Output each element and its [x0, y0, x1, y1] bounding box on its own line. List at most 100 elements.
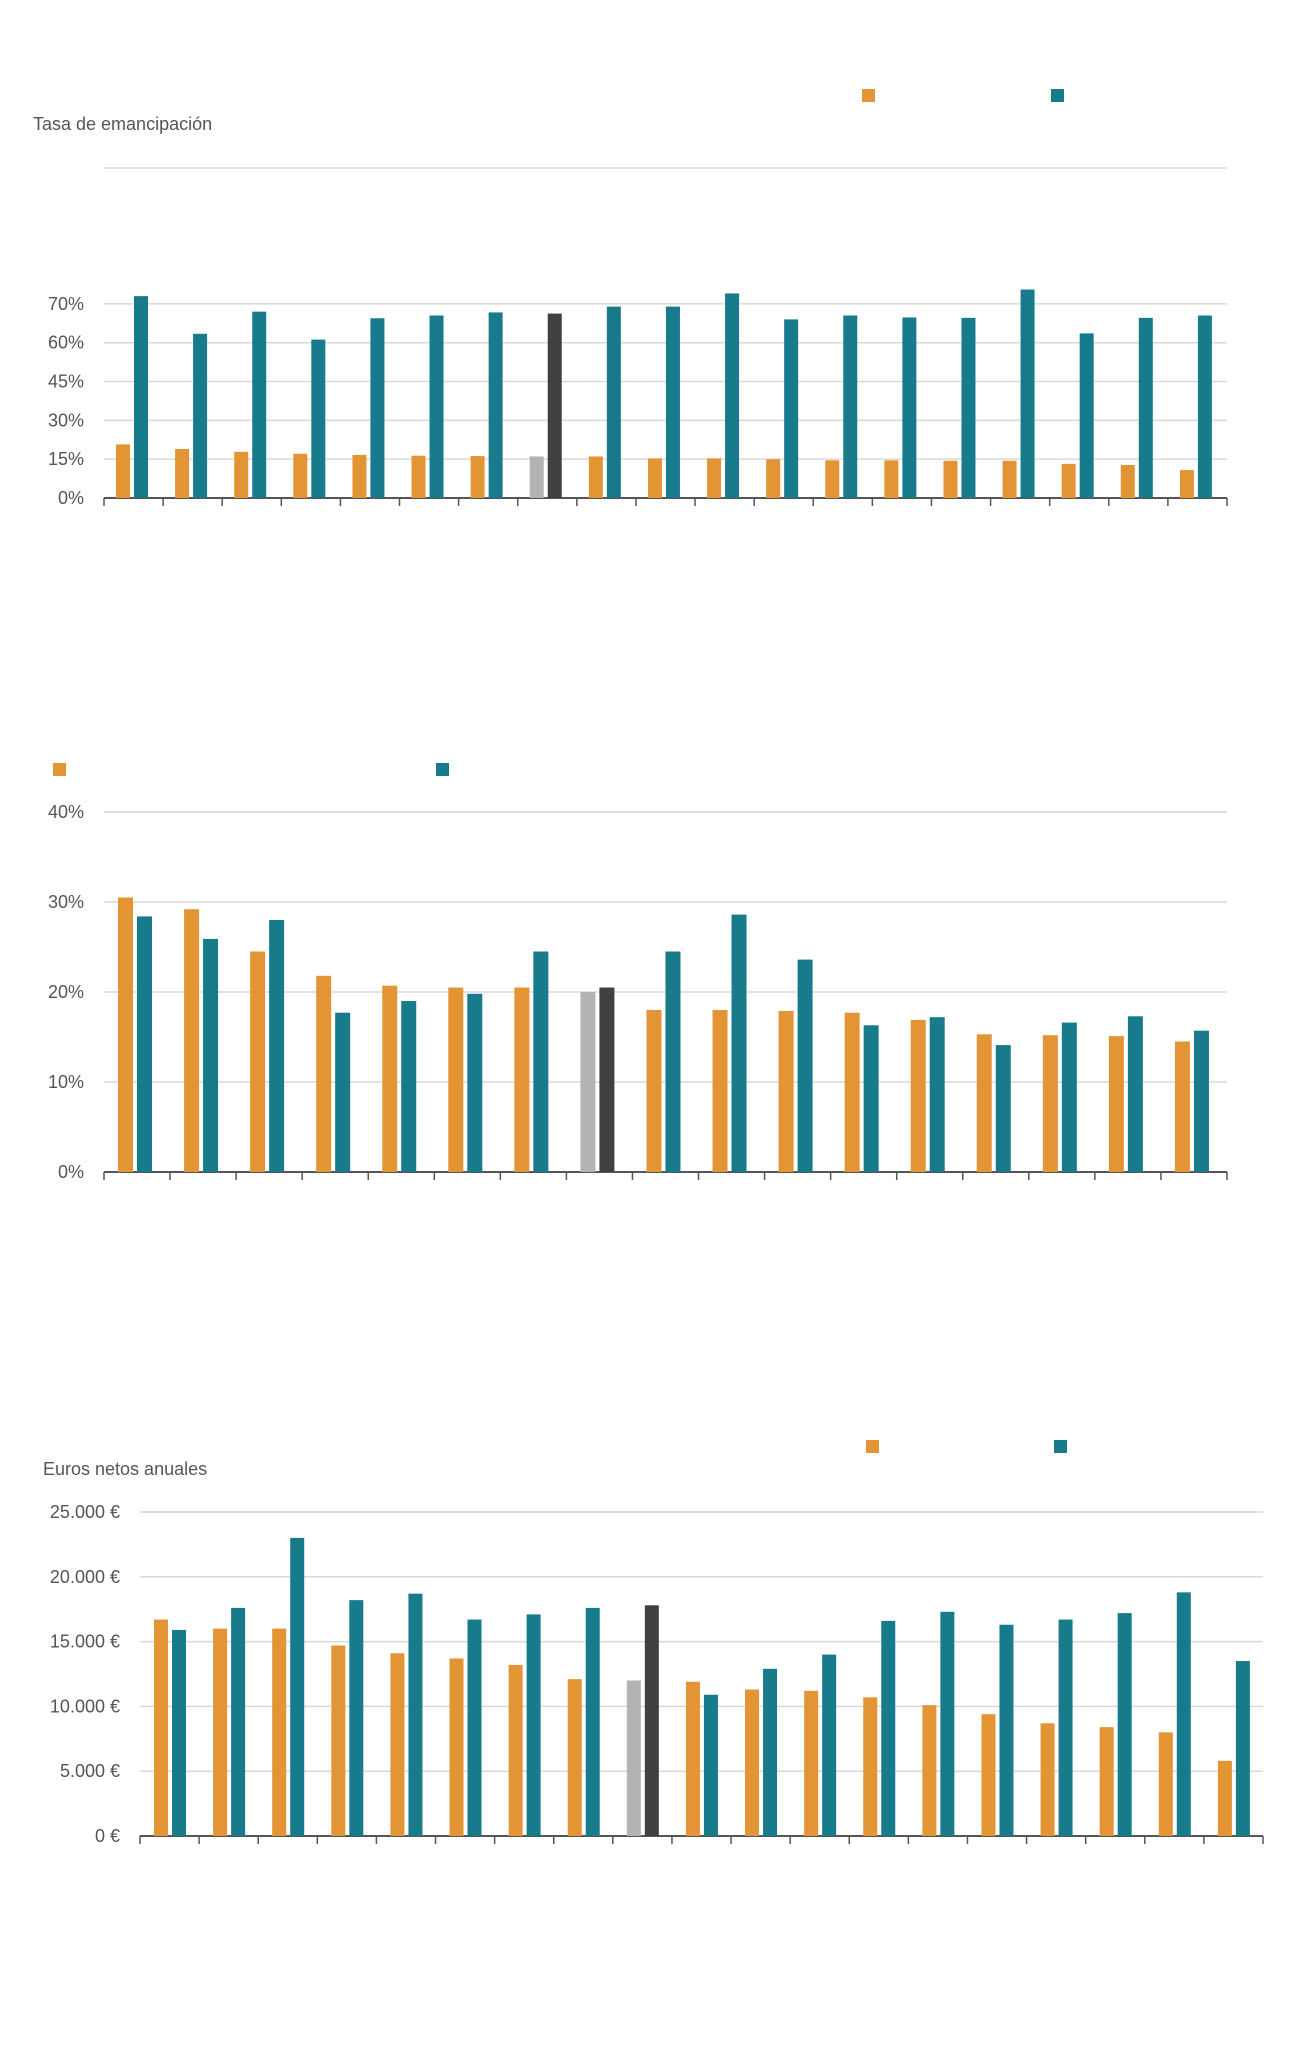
- y-tick-label: 20%: [48, 982, 84, 1002]
- bar-series-1: [766, 459, 781, 498]
- bar-series-2: [429, 315, 444, 498]
- bar-series-1: [580, 992, 596, 1172]
- bar-series-2: [881, 1620, 896, 1836]
- bar-series-1: [449, 1658, 464, 1836]
- y-tick-label: 40%: [48, 802, 84, 822]
- bar-series-2: [203, 938, 219, 1172]
- legend-marker-2: [436, 763, 449, 776]
- bar-series-2: [134, 296, 148, 498]
- bar-series-2: [408, 1593, 423, 1836]
- bar-series-2: [1127, 1016, 1143, 1172]
- bar-series-1: [567, 1679, 582, 1836]
- y-tick-label: 0%: [58, 488, 84, 508]
- bar-series-2: [1176, 1592, 1191, 1836]
- bar-series-1: [1040, 1723, 1055, 1836]
- bar-series-1: [626, 1680, 641, 1836]
- bar-series-2: [822, 1654, 837, 1836]
- y-tick-label: 15.000 €: [50, 1632, 120, 1652]
- bar-series-2: [349, 1600, 364, 1836]
- bar-series-1: [707, 458, 722, 498]
- bar-series-1: [588, 456, 603, 498]
- bar-series-2: [797, 959, 813, 1172]
- bar-series-2: [172, 1629, 186, 1836]
- bar-series-1: [1002, 460, 1017, 498]
- bar-series-2: [599, 987, 615, 1172]
- bar-series-2: [585, 1607, 600, 1836]
- bar-series-1: [529, 456, 544, 498]
- bar-series-2: [995, 1045, 1011, 1172]
- bar-series-1: [712, 1010, 728, 1172]
- y-tick-label: 25.000 €: [50, 1502, 120, 1522]
- bar-series-2: [193, 333, 208, 498]
- bar-series-2: [1020, 289, 1035, 498]
- legend-marker-1: [862, 89, 875, 102]
- y-tick-label: 5.000 €: [60, 1761, 120, 1781]
- bar-series-1: [646, 1010, 662, 1172]
- legend-marker-2: [1051, 89, 1064, 102]
- bar-series-1: [118, 897, 133, 1172]
- bar-series-1: [184, 909, 200, 1172]
- bar-series-1: [1061, 463, 1076, 498]
- bar-series-1: [508, 1664, 523, 1836]
- bar-series-1: [1042, 1035, 1058, 1172]
- bar-series-1: [1174, 1041, 1190, 1172]
- bar-series-2: [999, 1624, 1014, 1836]
- y-tick-label: 10.000 €: [50, 1696, 120, 1716]
- bar-series-1: [825, 460, 840, 498]
- bar-series-2: [290, 1537, 305, 1836]
- bar-series-2: [665, 306, 680, 498]
- bar-series-1: [234, 451, 249, 498]
- bar-series-2: [725, 293, 740, 498]
- bar-series-2: [703, 1694, 718, 1836]
- bar-series-2: [526, 1614, 541, 1836]
- y-tick-label: 70%: [48, 294, 84, 314]
- bar-series-1: [116, 444, 130, 498]
- bar-series-2: [929, 1017, 945, 1172]
- bar-series-2: [137, 916, 152, 1172]
- y-tick-label: 30%: [48, 410, 84, 430]
- bar-series-1: [250, 951, 266, 1172]
- bar-series-1: [976, 1034, 992, 1172]
- bar-series-1: [647, 458, 662, 498]
- y-tick-label: 15%: [48, 449, 84, 469]
- bar-series-1: [272, 1628, 287, 1836]
- bar-series-2: [1061, 1022, 1077, 1172]
- bar-series-2: [1117, 1613, 1132, 1836]
- bar-series-2: [467, 993, 483, 1172]
- bar-series-2: [488, 312, 503, 498]
- bar-series-2: [370, 318, 385, 498]
- bar-series-1: [685, 1681, 700, 1836]
- bar-series-1: [981, 1714, 996, 1836]
- bar-series-1: [213, 1628, 228, 1836]
- bar-series-2: [231, 1607, 246, 1836]
- bar-series-2: [843, 315, 858, 498]
- y-tick-label: 45%: [48, 372, 84, 392]
- y-tick-label: 0%: [58, 1162, 84, 1182]
- bar-series-1: [382, 985, 398, 1172]
- chart-2: 0% 10% 20% 30% 40%: [48, 763, 1228, 1182]
- bar-series-1: [910, 1019, 926, 1172]
- bar-series-1: [316, 975, 332, 1172]
- bar-series-1: [804, 1690, 819, 1836]
- bar-series-2: [606, 306, 621, 498]
- y-tick-label: 10%: [48, 1072, 84, 1092]
- bar-series-2: [547, 313, 562, 498]
- bar-series-1: [1179, 470, 1194, 498]
- bar-series-1: [331, 1645, 346, 1836]
- bar-series-1: [943, 460, 958, 498]
- bar-series-2: [467, 1619, 482, 1836]
- y-axis-label: Euros netos anuales: [43, 1459, 207, 1479]
- bar-series-2: [961, 317, 976, 498]
- bar-series-2: [1193, 1030, 1209, 1172]
- bar-series-2: [1058, 1619, 1073, 1836]
- bar-series-1: [884, 460, 899, 498]
- y-tick-label: 30%: [48, 892, 84, 912]
- bar-series-2: [665, 951, 681, 1172]
- legend-marker-2: [1054, 1440, 1067, 1453]
- bar-series-1: [154, 1619, 168, 1836]
- bar-series-1: [352, 454, 367, 498]
- bar-series-2: [252, 311, 267, 498]
- bar-series-1: [863, 1697, 878, 1836]
- bar-series-2: [1138, 317, 1153, 498]
